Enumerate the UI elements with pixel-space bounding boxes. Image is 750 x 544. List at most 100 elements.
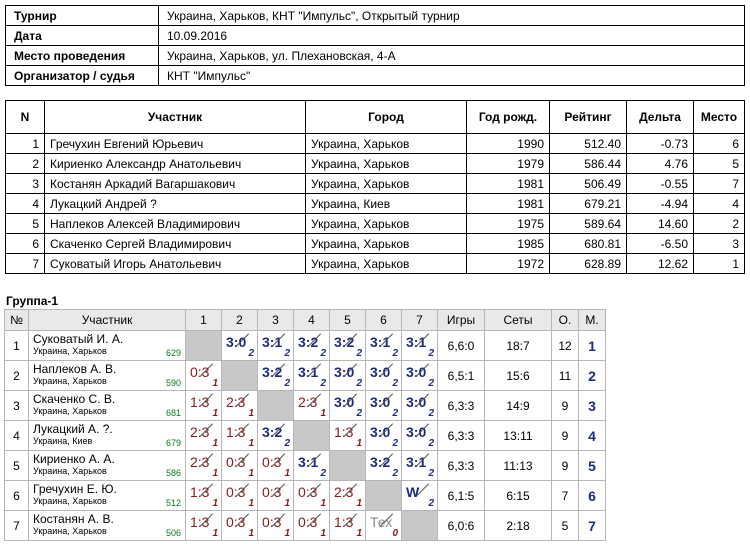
match-result-cell: 0:3 1 bbox=[221, 450, 258, 481]
info-row: Дата 10.09.2016 bbox=[5, 25, 745, 46]
participants-header: N bbox=[5, 100, 45, 134]
participant-cell: 4 bbox=[693, 193, 745, 214]
match-points: 1 bbox=[356, 438, 362, 449]
match-points: 2 bbox=[428, 438, 434, 449]
grid-header: М. bbox=[578, 309, 606, 331]
participant-cell: Кириенко Александр Анатольевич bbox=[44, 153, 306, 174]
grid-header: 4 bbox=[293, 309, 330, 331]
match-points: 1 bbox=[248, 408, 254, 419]
participant-cell: Скаченко Сергей Владимирович bbox=[44, 233, 306, 254]
match-points: 2 bbox=[284, 348, 290, 359]
match-points: 1 bbox=[248, 438, 254, 449]
participants-header: Участник bbox=[44, 100, 306, 134]
participant-cell: 1975 bbox=[466, 213, 550, 234]
match-result-cell: 1:3 1 bbox=[221, 420, 258, 451]
match-points: 2 bbox=[392, 378, 398, 389]
participant-cell: 1 bbox=[5, 133, 45, 154]
participant-cell: Костанян Аркадий Вагаршакович bbox=[44, 173, 306, 194]
match-score: 2:3 bbox=[334, 484, 354, 500]
place-value: 3 bbox=[578, 390, 606, 421]
match-result-cell: 0:3 1 bbox=[257, 510, 294, 541]
player-name: Лукацкий А. ?. bbox=[33, 422, 113, 436]
match-points: 2 bbox=[392, 348, 398, 359]
match-score: 3:0 bbox=[334, 364, 355, 380]
player-name: Скаченко С. В. bbox=[33, 392, 116, 406]
match-score: 0:3 bbox=[226, 484, 246, 500]
match-score: 2:3 bbox=[190, 424, 210, 440]
match-points: 2 bbox=[428, 468, 434, 479]
participant-cell: Украина, Харьков bbox=[305, 233, 467, 254]
participant-cell: 5 bbox=[693, 153, 745, 174]
match-result-cell: 3:2 2 bbox=[365, 450, 402, 481]
match-score: 1:3 bbox=[334, 424, 354, 440]
match-result-cell: 3:0 2 bbox=[365, 390, 402, 421]
place-value: 4 bbox=[578, 420, 606, 451]
player-city: Украина, Харьков bbox=[33, 376, 107, 386]
place-value: 5 bbox=[578, 450, 606, 481]
participant-cell: Украина, Харьков bbox=[305, 173, 467, 194]
match-score: 3:1 bbox=[406, 334, 427, 350]
match-result-cell: 2:3 1 bbox=[329, 480, 366, 511]
participant-row: 2 Кириенко Александр Анатольевич Украина, … bbox=[5, 153, 745, 174]
player-city: Украина, Харьков bbox=[33, 346, 107, 356]
participant-cell: 2 bbox=[5, 153, 45, 174]
self-cell bbox=[221, 360, 258, 391]
match-points: 2 bbox=[428, 348, 434, 359]
grid-header: 2 bbox=[221, 309, 258, 331]
match-score: 0:3 bbox=[298, 514, 318, 530]
match-result-cell: 3:2 2 bbox=[257, 360, 294, 391]
match-points: 1 bbox=[212, 468, 218, 479]
match-score: 1:3 bbox=[190, 484, 210, 500]
info-value: Украина, Харьков, ул. Плехановская, 4-А bbox=[158, 45, 745, 66]
match-result-cell: 2:3 1 bbox=[221, 390, 258, 421]
match-points: 2 bbox=[428, 408, 434, 419]
match-result-cell: 1:3 1 bbox=[185, 480, 222, 511]
points-value: 9 bbox=[551, 390, 579, 421]
match-points: 2 bbox=[428, 498, 434, 509]
participant-cell: Украина, Харьков bbox=[305, 253, 467, 274]
games-value: 6,3:3 bbox=[437, 420, 485, 451]
player-city: Украина, Харьков bbox=[33, 406, 107, 416]
participant-cell: 512.40 bbox=[549, 133, 627, 154]
participant-cell: 680.81 bbox=[549, 233, 627, 254]
match-points: 1 bbox=[212, 378, 218, 389]
player-rating: 506 bbox=[165, 528, 181, 538]
match-result-cell: 3:1 2 bbox=[293, 360, 330, 391]
match-score: 3:2 bbox=[334, 334, 355, 350]
player-name: Гречухин Е. Ю. bbox=[33, 482, 117, 496]
participant-cell: 6 bbox=[693, 133, 745, 154]
match-score: 3:1 bbox=[370, 334, 391, 350]
participant-cell: 506.49 bbox=[549, 173, 627, 194]
participant-cell: Гречухин Евгений Юрьевич bbox=[44, 133, 306, 154]
match-score: 3:1 bbox=[262, 334, 283, 350]
match-points: 2 bbox=[284, 438, 290, 449]
info-key: Турнир bbox=[5, 5, 159, 26]
info-value: Украина, Харьков, КНТ "Импульс", Открыты… bbox=[158, 5, 745, 26]
match-points: 1 bbox=[320, 408, 326, 419]
grid-row-number: 7 bbox=[4, 510, 29, 541]
points-value: 7 bbox=[551, 480, 579, 511]
match-score: 3:0 bbox=[406, 364, 427, 380]
grid-header: № bbox=[4, 309, 29, 331]
match-result-cell: 0:3 1 bbox=[257, 450, 294, 481]
participant-cell: 6 bbox=[5, 233, 45, 254]
player-rating: 681 bbox=[165, 408, 181, 418]
participants-header: Рейтинг bbox=[549, 100, 627, 134]
match-points: 1 bbox=[284, 468, 290, 479]
grid-row-number: 5 bbox=[4, 450, 29, 481]
group-title: Группа-1 bbox=[6, 294, 59, 308]
match-result-cell: 0:3 1 bbox=[257, 480, 294, 511]
info-key: Дата bbox=[5, 25, 159, 46]
grid-header: О. bbox=[551, 309, 579, 331]
info-row: Организатор / судья КНТ "Импульс" bbox=[5, 65, 745, 86]
grid-player: Гречухин Е. Ю. Украина, Харьков 512 bbox=[28, 480, 186, 511]
self-cell bbox=[185, 330, 222, 361]
grid-row-number: 6 bbox=[4, 480, 29, 511]
match-result-cell: 3:0 2 bbox=[365, 420, 402, 451]
self-cell bbox=[329, 450, 366, 481]
player-city: Украина, Харьков bbox=[33, 466, 107, 476]
grid-row: 4 Лукацкий А. ?. Украина, Киев 679 2:3 1 1:3 1 3… bbox=[4, 420, 606, 451]
participant-cell: Наплеков Алексей Владимирович bbox=[44, 213, 306, 234]
match-score: 1:3 bbox=[190, 514, 210, 530]
